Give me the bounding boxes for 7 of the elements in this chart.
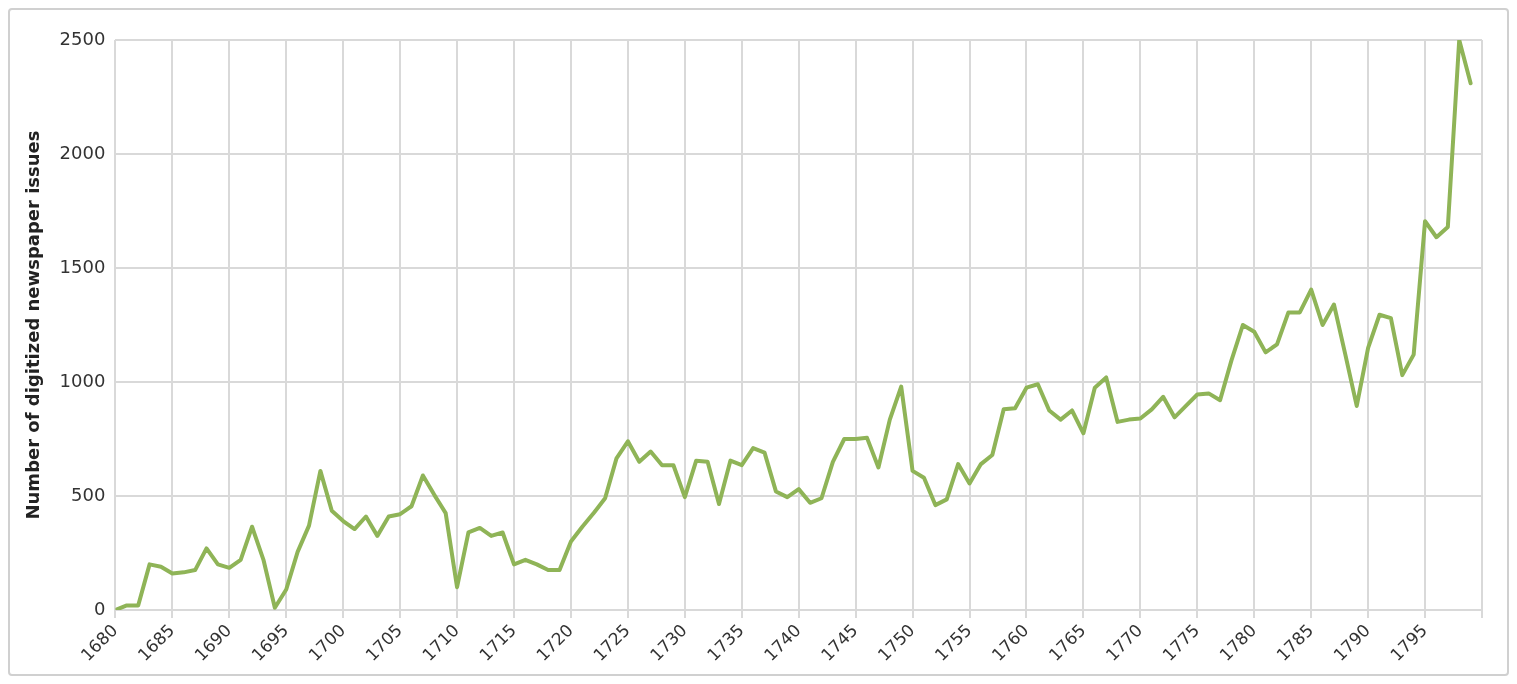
y-tick-label: 500 (71, 483, 106, 505)
y-tick-label: 1500 (59, 255, 106, 277)
y-axis-title: Number of digitized newspaper issues (22, 130, 44, 520)
y-tick-label: 1000 (59, 369, 106, 391)
y-tick-label: 2500 (59, 27, 106, 49)
y-tick-label: 2000 (59, 141, 106, 163)
y-tick-label: 0 (93, 597, 106, 619)
